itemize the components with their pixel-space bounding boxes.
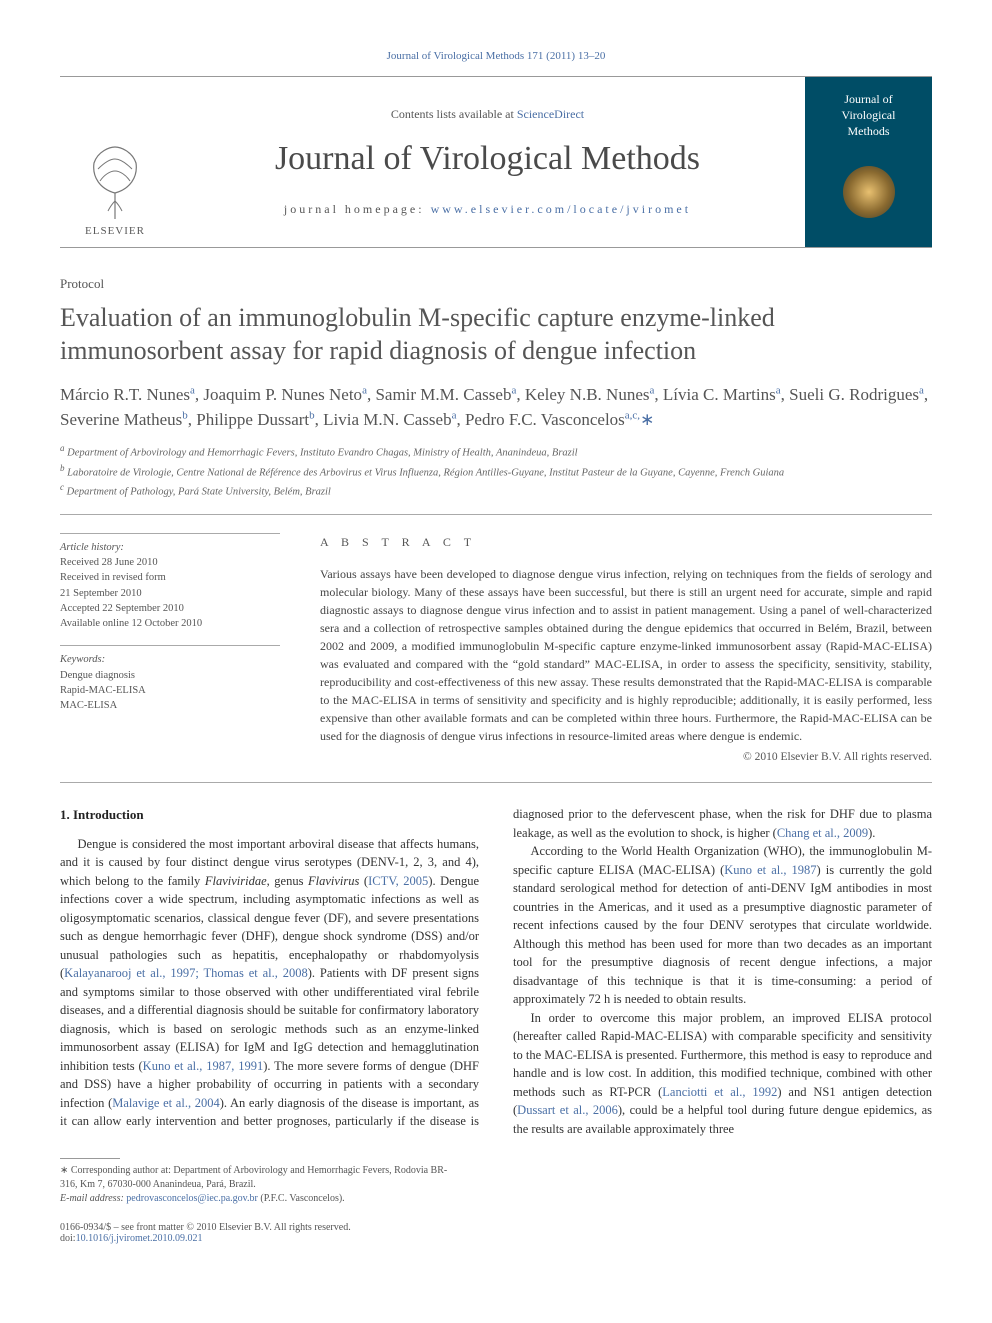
cite-link[interactable]: Kalayanarooj et al., 1997; Thomas et al.… (64, 966, 308, 980)
cover-line-2: Virological (842, 107, 896, 123)
abstract-block: A B S T R A C T Various assays have been… (320, 533, 932, 766)
elsevier-wordmark: ELSEVIER (85, 225, 145, 237)
history-revised-1: Received in revised form (60, 570, 280, 585)
keyword-1: Dengue diagnosis (60, 668, 280, 683)
cite-link[interactable]: Dussart et al., 2006 (517, 1103, 618, 1117)
meta-abstract-row: Article history: Received 28 June 2010 R… (60, 533, 932, 766)
affiliation-c: c Department of Pathology, Pará State Un… (60, 481, 932, 500)
cover-line-3: Methods (848, 123, 890, 139)
cite-link[interactable]: ICTV, 2005 (368, 874, 428, 888)
author-list: Márcio R.T. Nunesa, Joaquim P. Nunes Net… (60, 383, 932, 432)
footnote-corr: ∗ Corresponding author at: Department of… (60, 1164, 461, 1192)
contents-prefix: Contents lists available at (391, 107, 517, 121)
contents-lists-line: Contents lists available at ScienceDirec… (391, 107, 584, 122)
cover-line-1: Journal of (844, 91, 892, 107)
doi-link[interactable]: 10.1016/j.jviromet.2010.09.021 (76, 1233, 203, 1244)
affiliation-a: a Department of Arbovirology and Hemorrh… (60, 442, 932, 461)
cite-link[interactable]: Kuno et al., 1987 (724, 863, 816, 877)
publisher-logo-block: ELSEVIER (60, 77, 170, 247)
masthead: ELSEVIER Contents lists available at Sci… (60, 76, 932, 248)
cite-link[interactable]: Chang et al., 2009 (777, 826, 868, 840)
journal-name: Journal of Virological Methods (275, 140, 700, 178)
issn-line: 0166-0934/$ – see front matter © 2010 El… (60, 1222, 932, 1233)
sciencedirect-link[interactable]: ScienceDirect (517, 107, 584, 121)
section-heading: 1. Introduction (60, 805, 479, 824)
body-para-3: According to the World Health Organizati… (513, 842, 932, 1009)
corresponding-author-footnote: ∗ Corresponding author at: Department of… (60, 1158, 461, 1206)
masthead-center: Contents lists available at ScienceDirec… (170, 77, 805, 247)
homepage-prefix: journal homepage: (284, 202, 431, 216)
keywords-heading: Keywords: (60, 652, 280, 667)
abstract-heading: A B S T R A C T (320, 533, 932, 551)
journal-homepage-link[interactable]: www.elsevier.com/locate/jviromet (431, 202, 692, 216)
running-head-link[interactable]: Journal of Virological Methods 171 (2011… (387, 50, 606, 62)
history-revised-2: 21 September 2010 (60, 586, 280, 601)
email-link[interactable]: pedrovasconcelos@iec.pa.gov.br (126, 1193, 258, 1204)
footer-block: 0166-0934/$ – see front matter © 2010 El… (60, 1222, 932, 1244)
abstract-copyright: © 2010 Elsevier B.V. All rights reserved… (320, 749, 932, 766)
history-online: Available online 12 October 2010 (60, 616, 280, 631)
cite-link[interactable]: Malavige et al., 2004 (112, 1096, 219, 1110)
history-accepted: Accepted 22 September 2010 (60, 601, 280, 616)
article-info-sidebar: Article history: Received 28 June 2010 R… (60, 533, 280, 766)
history-heading: Article history: (60, 540, 280, 555)
journal-homepage-line: journal homepage: www.elsevier.com/locat… (284, 202, 691, 217)
keyword-2: Rapid-MAC-ELISA (60, 683, 280, 698)
article-title: Evaluation of an immunoglobulin M-specif… (60, 302, 932, 367)
journal-cover-thumb: Journal of Virological Methods (805, 77, 932, 247)
elsevier-tree-icon (80, 141, 150, 221)
keyword-3: MAC-ELISA (60, 698, 280, 713)
affiliations: a Department of Arbovirology and Hemorrh… (60, 442, 932, 500)
footnote-email: E-mail address: pedrovasconcelos@iec.pa.… (60, 1192, 461, 1206)
history-received: Received 28 June 2010 (60, 555, 280, 570)
cite-link[interactable]: Lanciotti et al., 1992 (662, 1085, 777, 1099)
body-para-4: In order to overcome this major problem,… (513, 1009, 932, 1139)
divider (60, 514, 932, 515)
article-body: 1. Introduction Dengue is considered the… (60, 805, 932, 1138)
running-head: Journal of Virological Methods 171 (2011… (60, 50, 932, 62)
cover-ring-icon (843, 166, 895, 218)
article-type: Protocol (60, 276, 932, 292)
divider (60, 782, 932, 783)
affiliation-b: b Laboratoire de Virologie, Centre Natio… (60, 462, 932, 481)
abstract-text: Various assays have been developed to di… (320, 565, 932, 745)
cite-link[interactable]: Kuno et al., 1987, 1991 (143, 1059, 264, 1073)
doi-line: doi:10.1016/j.jviromet.2010.09.021 (60, 1233, 932, 1244)
